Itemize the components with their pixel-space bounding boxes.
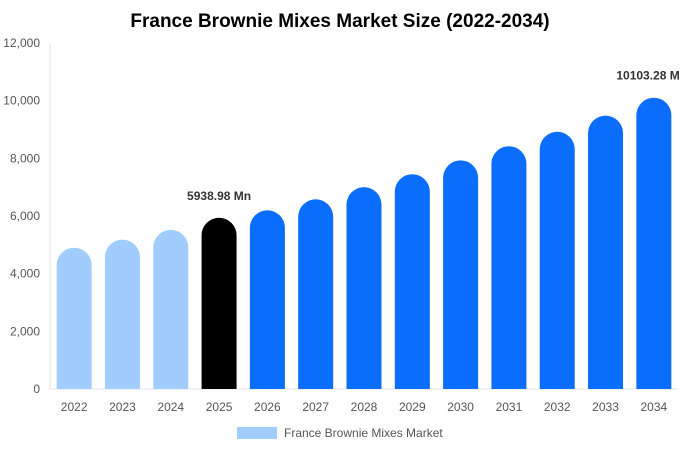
x-tick-label-2028: 2028 <box>351 400 378 414</box>
bar-2030[interactable] <box>443 160 479 389</box>
bar-2024[interactable] <box>153 229 189 389</box>
x-tick-label-2022: 2022 <box>61 400 88 414</box>
legend-label: France Brownie Mixes Market <box>284 426 443 440</box>
legend-swatch <box>237 427 277 439</box>
bar-2026[interactable] <box>249 210 285 389</box>
value-label-2025: 5938.98 Mn <box>187 189 251 203</box>
y-tick-label: 2,000 <box>10 324 40 338</box>
value-callouts: 5938.98 Mn 10103.28 Mn <box>187 69 680 203</box>
y-tick-label: 8,000 <box>10 151 40 165</box>
y-tick-label: 6,000 <box>10 209 40 223</box>
y-tick-label: 0 <box>33 382 40 396</box>
y-tick-label: 10,000 <box>3 94 40 108</box>
y-tick-label: 12,000 <box>3 36 40 50</box>
y-tick-label: 4,000 <box>10 267 40 281</box>
bar-2032[interactable] <box>539 131 575 389</box>
x-tick-label-2033: 2033 <box>592 400 619 414</box>
x-axis: 2022 2023 2024 2025 2026 2027 2028 2029 2030 2031… <box>50 388 678 414</box>
x-tick-label-2034: 2034 <box>640 400 667 414</box>
x-tick-label-2027: 2027 <box>302 400 329 414</box>
x-tick-label-2031: 2031 <box>496 400 523 414</box>
x-tick-label-2029: 2029 <box>399 400 426 414</box>
value-label-2034: 10103.28 Mn <box>616 69 680 83</box>
bar-2028[interactable] <box>346 187 382 389</box>
bar-2022[interactable] <box>56 247 92 389</box>
x-tick-label-2023: 2023 <box>109 400 136 414</box>
bar-2027[interactable] <box>298 199 334 389</box>
x-tick-label-2030: 2030 <box>447 400 474 414</box>
bar-2034[interactable] <box>636 97 672 390</box>
x-tick-label-2024: 2024 <box>157 400 184 414</box>
x-tick-label-2032: 2032 <box>544 400 571 414</box>
x-tick-label-2026: 2026 <box>254 400 281 414</box>
bar-2023[interactable] <box>104 239 140 389</box>
bar-2033[interactable] <box>588 115 624 389</box>
chart-title: France Brownie Mixes Market Size (2022-2… <box>130 11 549 32</box>
bar-2029[interactable] <box>394 174 430 389</box>
bar-2031[interactable] <box>491 146 527 389</box>
x-tick-label-2025: 2025 <box>206 400 233 414</box>
y-axis: 0 2,000 4,000 6,000 8,000 10,000 12,000 <box>3 36 51 396</box>
bar-series <box>56 97 672 390</box>
legend[interactable]: France Brownie Mixes Market <box>237 426 443 440</box>
bar-2025[interactable] <box>201 217 237 389</box>
